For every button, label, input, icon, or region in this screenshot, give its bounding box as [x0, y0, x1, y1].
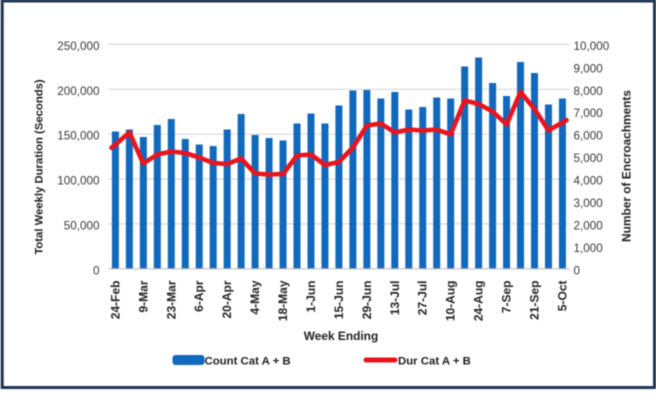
svg-text:9-Mar: 9-Mar [136, 280, 150, 312]
svg-text:Week Ending: Week Ending [304, 329, 378, 343]
svg-text:0: 0 [93, 264, 100, 277]
svg-text:150,000: 150,000 [57, 130, 100, 143]
svg-text:7-Sep: 7-Sep [500, 281, 514, 314]
svg-text:24-Feb: 24-Feb [108, 281, 122, 320]
svg-text:29-Jun: 29-Jun [360, 281, 374, 320]
svg-text:18-May: 18-May [276, 280, 290, 321]
svg-text:2,000: 2,000 [574, 219, 604, 232]
svg-text:23-Mar: 23-Mar [164, 280, 178, 319]
svg-text:10,000: 10,000 [574, 40, 610, 53]
svg-text:1-Jun: 1-Jun [304, 281, 318, 313]
svg-text:21-Sep: 21-Sep [528, 281, 542, 320]
svg-text:27-Jul: 27-Jul [416, 281, 430, 316]
svg-text:100,000: 100,000 [57, 175, 100, 188]
svg-text:200,000: 200,000 [57, 85, 100, 98]
svg-text:4,000: 4,000 [574, 175, 604, 188]
svg-text:6-Apr: 6-Apr [192, 280, 206, 312]
svg-text:Dur Cat A + B: Dur Cat A + B [398, 356, 471, 368]
svg-text:0: 0 [574, 264, 581, 277]
svg-text:20-Apr: 20-Apr [220, 280, 234, 318]
svg-text:50,000: 50,000 [64, 219, 100, 232]
svg-text:24-Aug: 24-Aug [472, 281, 486, 322]
svg-text:13-Jul: 13-Jul [388, 281, 402, 316]
svg-text:250,000: 250,000 [57, 40, 100, 53]
svg-text:Number of Encroachments: Number of Encroachments [620, 90, 634, 242]
svg-text:Count Cat A + B: Count Cat A + B [205, 356, 291, 368]
svg-text:10-Aug: 10-Aug [444, 281, 458, 322]
svg-text:5,000: 5,000 [574, 152, 604, 165]
svg-text:3,000: 3,000 [574, 197, 604, 210]
svg-text:9,000: 9,000 [574, 62, 604, 75]
svg-text:1,000: 1,000 [574, 242, 604, 255]
svg-text:6,000: 6,000 [574, 130, 604, 143]
svg-text:7,000: 7,000 [574, 107, 604, 120]
svg-text:4-May: 4-May [248, 280, 262, 314]
svg-text:5-Oct: 5-Oct [555, 281, 569, 312]
svg-text:Total Weekly Duration (Seconds: Total Weekly Duration (Seconds) [34, 79, 46, 255]
svg-text:8,000: 8,000 [574, 85, 604, 98]
svg-text:15-Jun: 15-Jun [332, 281, 346, 320]
